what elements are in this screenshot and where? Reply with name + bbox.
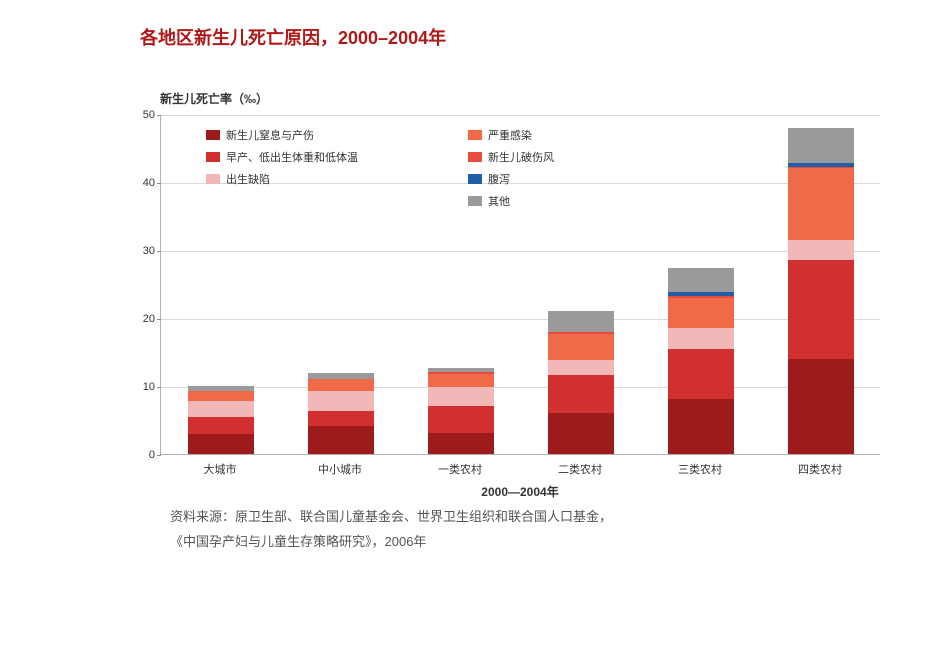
legend-swatch <box>468 152 482 162</box>
bar-segment <box>668 349 734 399</box>
legend-label: 其他 <box>488 193 510 209</box>
ytick-label: 40 <box>131 177 155 189</box>
bar <box>788 128 854 454</box>
bar-segment <box>428 433 494 454</box>
legend-item: 严重感染 <box>468 127 554 143</box>
legend-column: 严重感染新生儿破伤风腹泻其他 <box>468 127 554 209</box>
ytick-label: 30 <box>131 245 155 257</box>
grid-line <box>161 115 880 116</box>
legend-item: 早产、低出生体重和低体温 <box>206 149 358 165</box>
bar-segment <box>188 417 254 433</box>
legend-item: 新生儿窒息与产伤 <box>206 127 358 143</box>
bar-segment <box>188 391 254 401</box>
ytick-mark <box>157 455 161 456</box>
chart: 新生儿窒息与产伤早产、低出生体重和低体温出生缺陷严重感染新生儿破伤风腹泻其他 0… <box>160 115 880 455</box>
bar-segment <box>428 406 494 433</box>
ytick-mark <box>157 251 161 252</box>
ytick-mark <box>157 115 161 116</box>
bar-segment <box>788 240 854 260</box>
bar-segment <box>668 328 734 348</box>
legend-label: 出生缺陷 <box>226 171 270 187</box>
ytick-label: 10 <box>131 381 155 393</box>
bar-segment <box>428 374 494 387</box>
legend-swatch <box>206 152 220 162</box>
legend-swatch <box>468 130 482 140</box>
bar <box>428 368 494 454</box>
x-axis-title: 2000—2004年 <box>481 483 558 500</box>
bar-segment <box>548 375 614 413</box>
bar <box>668 268 734 454</box>
xtick-label: 四类农村 <box>798 461 842 477</box>
ytick-mark <box>157 387 161 388</box>
bar-segment <box>548 360 614 376</box>
legend-item: 其他 <box>468 193 554 209</box>
ytick-mark <box>157 319 161 320</box>
bar <box>308 373 374 454</box>
bar-segment <box>788 359 854 454</box>
bar-segment <box>188 434 254 454</box>
bar-segment <box>548 311 614 332</box>
plot-area: 新生儿窒息与产伤早产、低出生体重和低体温出生缺陷严重感染新生儿破伤风腹泻其他 0… <box>160 115 880 455</box>
chart-title: 各地区新生儿死亡原因，2000–2004年 <box>140 24 890 50</box>
legend-label: 新生儿破伤风 <box>488 149 554 165</box>
xtick-label: 二类农村 <box>558 461 602 477</box>
bar <box>548 311 614 454</box>
xtick-label: 一类农村 <box>438 461 482 477</box>
legend-item: 腹泻 <box>468 171 554 187</box>
legend: 新生儿窒息与产伤早产、低出生体重和低体温出生缺陷 严重感染新生儿破伤风腹泻其他 <box>206 127 554 209</box>
legend-swatch <box>468 174 482 184</box>
bar-segment <box>788 260 854 359</box>
legend-label: 腹泻 <box>488 171 510 187</box>
source-note: 资料来源：原卫生部、联合国儿童基金会、世界卫生组织和联合国人口基金， 《中国孕产… <box>170 505 890 554</box>
legend-item: 出生缺陷 <box>206 171 358 187</box>
grid-line <box>161 319 880 320</box>
bar-segment <box>308 426 374 454</box>
ytick-label: 20 <box>131 313 155 325</box>
bar-segment <box>308 379 374 391</box>
legend-swatch <box>206 130 220 140</box>
source-line: 资料来源：原卫生部、联合国儿童基金会、世界卫生组织和联合国人口基金， <box>170 505 890 530</box>
legend-label: 严重感染 <box>488 127 532 143</box>
grid-line <box>161 251 880 252</box>
source-line: 《中国孕产妇与儿童生存策略研究》，2006年 <box>170 530 890 555</box>
bar-segment <box>188 401 254 417</box>
xtick-label: 三类农村 <box>678 461 722 477</box>
legend-label: 早产、低出生体重和低体温 <box>226 149 358 165</box>
ytick-label: 0 <box>131 449 155 461</box>
y-axis-title: 新生儿死亡率（‰） <box>160 90 890 107</box>
bar-segment <box>308 411 374 426</box>
ytick-mark <box>157 183 161 184</box>
bar-segment <box>668 399 734 454</box>
xtick-label: 中小城市 <box>318 461 362 477</box>
bar-segment <box>668 268 734 292</box>
bar-segment <box>548 334 614 360</box>
legend-label: 新生儿窒息与产伤 <box>226 127 314 143</box>
bar-segment <box>548 413 614 454</box>
grid-line <box>161 387 880 388</box>
bar <box>188 386 254 454</box>
bar-segment <box>788 168 854 239</box>
bar-segment <box>668 298 734 329</box>
bar-segment <box>308 391 374 411</box>
bar-segment <box>428 387 494 406</box>
xtick-label: 大城市 <box>204 461 237 477</box>
ytick-label: 50 <box>131 109 155 121</box>
bar-segment <box>788 128 854 163</box>
legend-column: 新生儿窒息与产伤早产、低出生体重和低体温出生缺陷 <box>206 127 358 209</box>
legend-swatch <box>206 174 220 184</box>
page: 各地区新生儿死亡原因，2000–2004年 新生儿死亡率（‰） 新生儿窒息与产伤… <box>0 0 950 647</box>
legend-swatch <box>468 196 482 206</box>
legend-item: 新生儿破伤风 <box>468 149 554 165</box>
